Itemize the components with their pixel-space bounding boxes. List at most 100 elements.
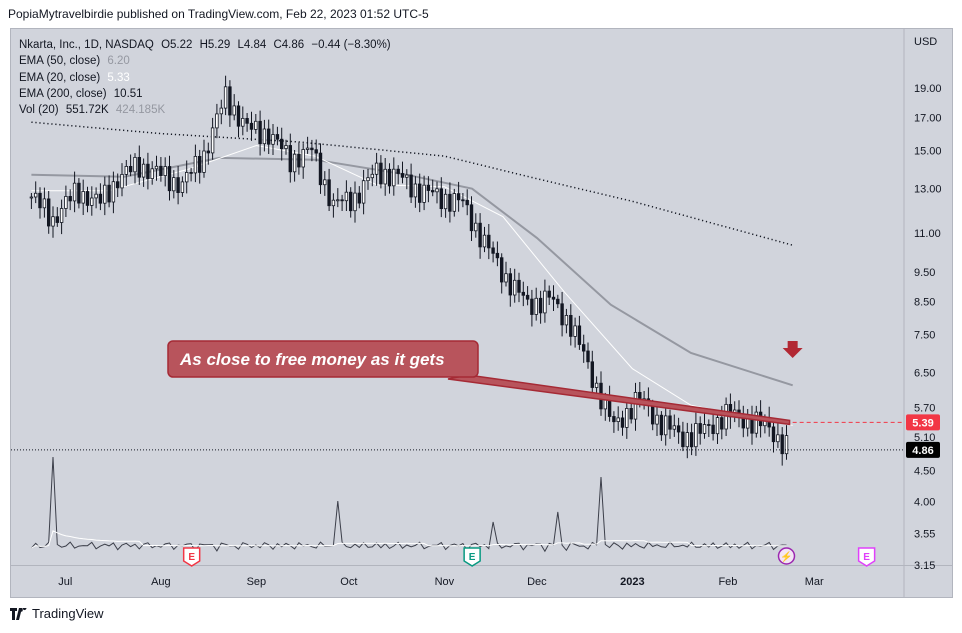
candle-body	[314, 149, 318, 154]
candle-body	[573, 325, 577, 337]
candle-body	[172, 177, 176, 192]
candle-body	[452, 193, 456, 212]
candle-body	[430, 190, 435, 193]
event-marker-label: ⚡	[780, 550, 792, 563]
time-axis-tick: Aug	[151, 576, 171, 588]
candle-body	[487, 234, 491, 249]
callout-text: As close to free money as it gets	[179, 350, 445, 369]
ema50-line	[31, 156, 794, 387]
price-axis-tick: 7.50	[914, 330, 935, 342]
candle-body	[405, 174, 409, 178]
candle-body	[331, 199, 336, 207]
candle-body	[698, 423, 702, 434]
candle-body	[215, 113, 219, 129]
event-marker-label: E	[188, 552, 195, 563]
candle-body	[340, 199, 344, 202]
candle-body	[387, 168, 392, 187]
candles-group	[29, 75, 789, 466]
legend-ema200-row: EMA (200, close) 10.51	[19, 86, 391, 102]
candle-body	[90, 197, 94, 206]
candle-body	[124, 165, 128, 175]
candle-body	[422, 184, 426, 203]
time-axis-tick: Oct	[340, 576, 357, 588]
price-axis-tick: 11.00	[914, 228, 941, 240]
candle-body	[543, 290, 547, 314]
legend-low: L4.84	[237, 39, 267, 51]
candle-body	[521, 291, 525, 296]
candle-body	[236, 105, 241, 127]
candle-body	[223, 86, 228, 109]
candle-body	[780, 434, 784, 455]
candle-body	[55, 216, 59, 223]
candle-body	[29, 196, 34, 199]
candle-body	[668, 415, 672, 430]
candle-body	[167, 166, 172, 192]
candle-body	[443, 193, 448, 210]
candle-body	[370, 173, 374, 179]
candle-body	[241, 118, 245, 127]
candle-body	[707, 424, 711, 426]
candle-body	[771, 426, 776, 443]
legend-ema20-value: 5.33	[107, 71, 130, 84]
legend-open: O5.22	[161, 39, 193, 51]
candle-body	[275, 134, 280, 140]
candle-body	[383, 168, 387, 185]
candle-body	[534, 297, 538, 315]
candle-body	[68, 195, 72, 202]
candle-body	[59, 208, 64, 223]
candle-body	[128, 165, 133, 173]
candle-body	[448, 193, 452, 212]
candle-body	[81, 191, 85, 204]
candle-body	[517, 279, 521, 293]
candle-body	[525, 294, 530, 300]
legend-volume-value: 551.72K	[65, 104, 109, 117]
legend-ema50-label: EMA (50, close)	[19, 55, 101, 68]
candle-body	[499, 257, 504, 283]
candle-body	[336, 199, 340, 202]
candle-body	[556, 298, 560, 305]
legend-ema200-label: EMA (200, close)	[19, 87, 107, 100]
event-marker	[182, 547, 201, 567]
candle-body	[193, 156, 198, 174]
publish-header: PopiaMytravelbirdie published on Trading…	[8, 7, 429, 21]
event-marker	[777, 547, 796, 565]
candle-body	[495, 252, 500, 259]
candle-body	[625, 407, 629, 428]
footer-brand-label: TradingView	[32, 606, 104, 621]
candle-body	[560, 303, 564, 326]
candle-body	[629, 407, 633, 420]
last-price-tag-bg	[906, 441, 940, 458]
price-axis-tick: 3.15	[914, 560, 935, 572]
price-chart: USD 19.00 17.00 15.00 13.00 11.00 9.50 8.50 7.50…	[11, 29, 952, 597]
candle-body	[461, 199, 465, 202]
chart-legend: Nkarta, Inc., 1D, NASDAQ O5.22 H5.29 L4.…	[19, 37, 391, 118]
candle-body	[98, 193, 103, 204]
candle-body	[245, 118, 249, 124]
candle-body	[176, 177, 180, 194]
candle-body	[258, 120, 262, 145]
event-marker	[463, 547, 481, 567]
candle-body	[305, 147, 310, 150]
candle-body	[120, 173, 124, 189]
legend-ema20-label: EMA (20, close)	[19, 71, 101, 84]
candle-body	[189, 171, 193, 174]
candle-body	[655, 414, 659, 425]
candle-body	[508, 273, 512, 296]
price-axis-tick: 17.00	[914, 113, 942, 125]
ema20-price-tag-label: 5.39	[912, 417, 933, 429]
candle-body	[685, 432, 689, 448]
candle-body	[318, 152, 323, 186]
candle-body	[228, 86, 232, 116]
candle-body	[266, 128, 271, 145]
legend-ema50-row: EMA (50, close) 6.20	[19, 53, 391, 69]
ema20-price-tag-bg	[906, 414, 940, 431]
time-axis-tick: 2023	[620, 576, 644, 588]
candle-body	[38, 192, 42, 209]
candle-body	[51, 216, 55, 227]
candle-body	[491, 247, 495, 254]
legend-volume-ma: 424.185K	[115, 104, 166, 117]
price-axis-tick: 13.00	[914, 184, 942, 196]
candle-body	[297, 153, 301, 168]
candle-body	[301, 149, 305, 168]
time-axis-tick: Nov	[435, 576, 455, 588]
